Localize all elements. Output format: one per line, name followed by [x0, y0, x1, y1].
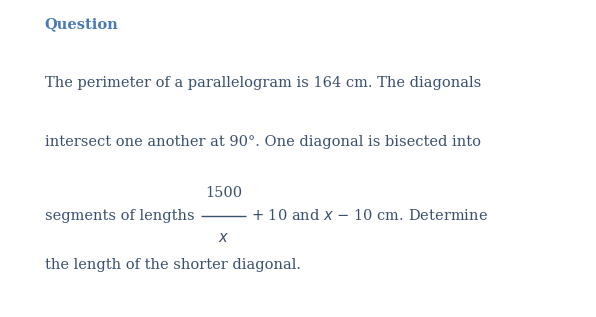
Text: The perimeter of a parallelogram is 164 cm. The diagonals: The perimeter of a parallelogram is 164 …	[45, 76, 481, 90]
Text: $\mathit{x}$: $\mathit{x}$	[218, 231, 229, 245]
Text: Question: Question	[45, 17, 119, 31]
Text: 1500: 1500	[205, 186, 242, 200]
Text: segments of lengths: segments of lengths	[45, 209, 194, 223]
Text: intersect one another at 90°. One diagonal is bisected into: intersect one another at 90°. One diagon…	[45, 135, 481, 149]
Text: $+$ 10 and $x$ $-$ 10 cm. Determine: $+$ 10 and $x$ $-$ 10 cm. Determine	[251, 208, 488, 223]
Text: the length of the shorter diagonal.: the length of the shorter diagonal.	[45, 258, 301, 272]
